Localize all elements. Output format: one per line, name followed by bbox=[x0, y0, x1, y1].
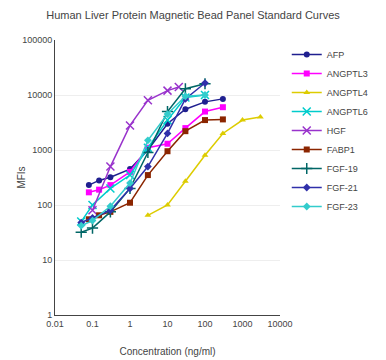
svg-text:10: 10 bbox=[42, 255, 52, 265]
svg-text:0.1: 0.1 bbox=[86, 319, 99, 329]
svg-text:10000: 10000 bbox=[267, 319, 292, 329]
svg-text:ANGPTL3: ANGPTL3 bbox=[327, 69, 368, 79]
svg-text:0.01: 0.01 bbox=[46, 319, 64, 329]
svg-text:10: 10 bbox=[162, 319, 172, 329]
svg-text:ANGPTL4: ANGPTL4 bbox=[327, 88, 368, 98]
svg-text:1: 1 bbox=[47, 310, 52, 320]
svg-text:100: 100 bbox=[37, 200, 52, 210]
svg-text:100: 100 bbox=[197, 319, 212, 329]
svg-text:10000: 10000 bbox=[27, 90, 52, 100]
svg-text:ANGPTL6: ANGPTL6 bbox=[327, 107, 368, 117]
svg-text:HGF: HGF bbox=[327, 126, 347, 136]
svg-text:FGF-21: FGF-21 bbox=[327, 183, 358, 193]
svg-text:1000: 1000 bbox=[232, 319, 252, 329]
svg-text:1000: 1000 bbox=[32, 145, 52, 155]
svg-text:100000: 100000 bbox=[22, 35, 52, 45]
svg-text:FGF-23: FGF-23 bbox=[327, 202, 358, 212]
svg-text:MFIs: MFIs bbox=[16, 166, 27, 188]
svg-text:1: 1 bbox=[127, 319, 132, 329]
svg-text:AFP: AFP bbox=[327, 50, 345, 60]
svg-text:Human Liver Protein Magnetic B: Human Liver Protein Magnetic Bead Panel … bbox=[46, 9, 340, 21]
svg-text:FGF-19: FGF-19 bbox=[327, 164, 358, 174]
svg-text:Concentration (ng/ml): Concentration (ng/ml) bbox=[119, 346, 215, 357]
svg-text:FABP1: FABP1 bbox=[327, 145, 355, 155]
